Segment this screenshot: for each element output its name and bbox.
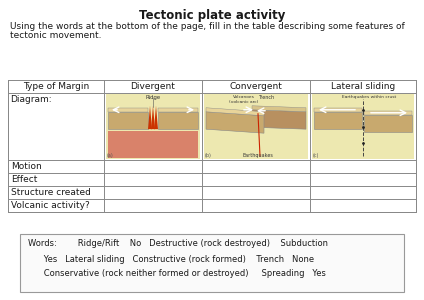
Text: Volcanoes
(volcanic arc): Volcanoes (volcanic arc) (229, 95, 259, 103)
Polygon shape (206, 112, 264, 133)
Polygon shape (314, 108, 362, 112)
Bar (106, 94, 200, 159)
Text: Yes   Lateral sliding   Constructive (rock formed)    Trench   None: Yes Lateral sliding Constructive (rock f… (28, 254, 314, 263)
Text: Conservative (rock neither formed or destroyed)     Spreading   Yes: Conservative (rock neither formed or des… (28, 269, 326, 278)
Text: (c): (c) (313, 153, 319, 158)
Text: Divergent: Divergent (131, 82, 176, 91)
Text: Diagram:: Diagram: (10, 95, 52, 104)
Text: (a): (a) (107, 153, 114, 158)
Polygon shape (151, 106, 155, 129)
Bar (204, 94, 308, 159)
Bar (108, 131, 198, 158)
Text: Motion: Motion (11, 162, 42, 171)
Polygon shape (154, 106, 158, 129)
Text: Trench: Trench (258, 95, 274, 100)
Text: Using the words at the bottom of the page, fill in the table describing some fea: Using the words at the bottom of the pag… (10, 22, 405, 31)
Polygon shape (364, 115, 412, 132)
Text: Volcanic activity?: Volcanic activity? (11, 201, 90, 210)
Text: Lateral sliding: Lateral sliding (331, 82, 395, 91)
Polygon shape (364, 111, 412, 115)
Polygon shape (158, 112, 198, 129)
Text: Words:        Ridge/Rift    No   Destructive (rock destroyed)    Subduction: Words: Ridge/Rift No Destructive (rock d… (28, 239, 328, 248)
Text: Tectonic plate activity: Tectonic plate activity (139, 9, 285, 22)
Polygon shape (108, 108, 148, 112)
Text: Earthquakes: Earthquakes (243, 153, 273, 158)
Polygon shape (252, 110, 306, 129)
Polygon shape (148, 106, 152, 129)
Text: (b): (b) (205, 153, 212, 158)
Text: Earthquakes within crust: Earthquakes within crust (342, 95, 396, 99)
Bar (312, 94, 414, 159)
Polygon shape (158, 108, 198, 112)
Text: Effect: Effect (11, 175, 37, 184)
Text: Convergent: Convergent (229, 82, 282, 91)
Bar (20, 234, 404, 292)
Text: Structure created: Structure created (11, 188, 91, 197)
Polygon shape (252, 106, 306, 112)
Polygon shape (206, 108, 264, 116)
Text: Type of Margin: Type of Margin (23, 82, 89, 91)
Polygon shape (108, 112, 148, 129)
Text: Ridge: Ridge (145, 95, 161, 100)
Text: tectonic movement.: tectonic movement. (10, 31, 101, 40)
Polygon shape (314, 112, 362, 129)
